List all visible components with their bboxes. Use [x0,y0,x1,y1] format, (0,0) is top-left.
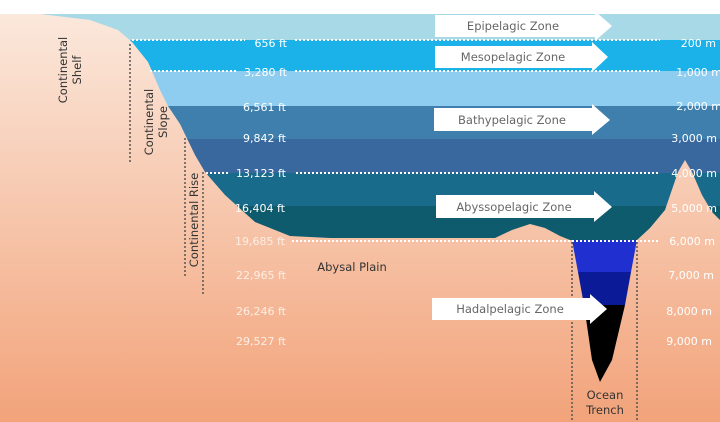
depth-m: 2,000 m [676,100,720,113]
zone-mesopelagic: Mesopelagic Zone [435,42,608,72]
depth-ft: 656 ft [255,37,288,50]
depth-m: 4,000 m [671,167,717,180]
zone-label: Bathypelagic Zone [458,113,566,127]
depth-m: 6,000 m [669,235,715,248]
zone-label: Mesopelagic Zone [461,50,565,64]
zone-hadalpelagic: Hadalpelagic Zone [432,294,607,324]
trench-band-3 [584,305,625,382]
zone-bathypelagic: Bathypelagic Zone [434,104,610,135]
depth-dotted-lines [132,39,660,242]
zone-label: Abyssopelagic Zone [456,200,571,214]
feature-labels: Continental Shelf Continental Slope Cont… [56,37,624,417]
depth-m: 200 m [681,37,716,50]
continental-shelf-label: Shelf [70,55,84,85]
continental-rise-label: Continental Rise [187,173,201,267]
abyssal-plain-label: Abysal Plain [317,260,387,274]
zone-label: Hadalpelagic Zone [456,302,564,316]
depth-m: 1,000 m [676,66,720,79]
depth-ft: 16,404 ft [235,202,286,215]
zone-arrows: Epipelagic Zone Mesopelagic Zone Bathype… [432,11,612,324]
depth-m: 8,000 m [666,305,712,318]
continental-slope-label: Continental [142,89,156,155]
depth-m: 7,000 m [668,269,714,282]
depth-ft: 6,561 ft [243,101,287,114]
ocean-trench-label: Trench [585,403,624,417]
ocean-trench-label: Ocean [587,388,624,402]
zone-abyssopelagic: Abyssopelagic Zone [436,191,612,222]
depth-ft: 9,842 ft [243,132,287,145]
depth-labels-m: 200 m 1,000 m 2,000 m 3,000 m 4,000 m 5,… [666,37,720,348]
depth-m: 9,000 m [666,335,712,348]
continental-shelf-label: Continental [56,37,70,103]
zone-epipelagic: Epipelagic Zone [435,11,612,41]
depth-ft: 29,527 ft [236,335,287,348]
zone-label: Epipelagic Zone [467,19,559,33]
depth-m: 5,000 m [671,202,717,215]
continental-slope-label: Slope [156,106,170,138]
depth-m: 3,000 m [671,132,717,145]
depth-labels-ft: 656 ft 3,280 ft 6,561 ft 9,842 ft 13,123… [235,37,288,348]
depth-ft: 3,280 ft [244,66,288,79]
feature-divider-lines [129,44,638,422]
depth-ft: 13,123 ft [236,167,287,180]
trench-band-1 [572,240,637,272]
depth-ft: 26,246 ft [236,305,287,318]
depth-ft: 19,685 ft [235,235,286,248]
depth-ft: 22,965 ft [236,269,287,282]
